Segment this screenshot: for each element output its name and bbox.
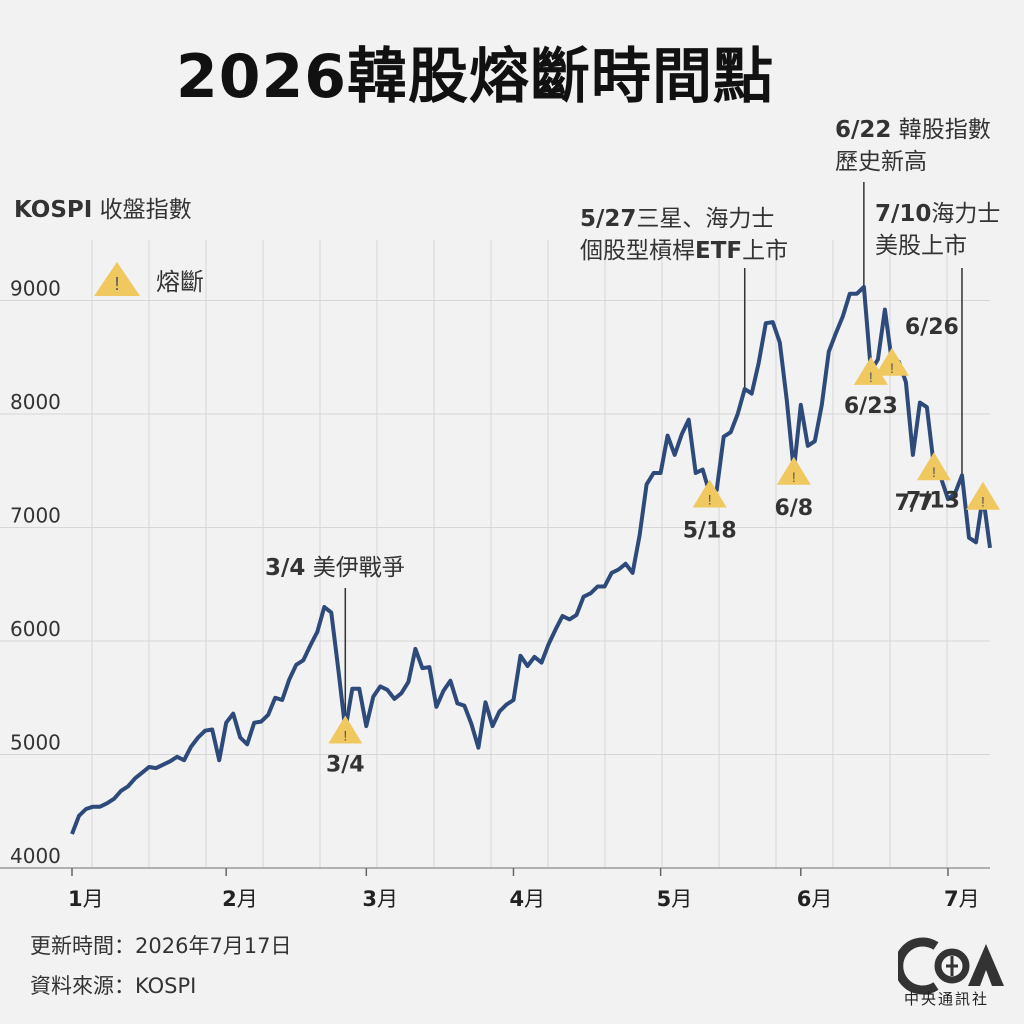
warning-triangle-icon — [874, 347, 909, 376]
warning-exclamation: ! — [708, 491, 712, 507]
warning-triangle-icon — [916, 452, 951, 481]
circuit-breaker-label: 6/26 — [905, 315, 959, 340]
x-tick-label: 1月 — [68, 887, 104, 911]
circuit-breaker-marker: ! — [916, 452, 951, 481]
y-tick-label: 8000 — [10, 390, 61, 414]
circuit-breaker-marker: ! — [853, 356, 888, 385]
x-tick-label: 4月 — [509, 887, 545, 911]
logo-text: 中央通訊社 — [904, 990, 990, 1008]
warning-exclamation: ! — [932, 464, 936, 480]
footer-updated: 更新時間：2026年7月17日 — [30, 934, 292, 958]
svg-text:!: ! — [114, 274, 119, 294]
circuit-breaker-label: 6/23 — [844, 394, 898, 419]
y-axis-label-text: 收盤指數 — [92, 197, 192, 223]
cna-logo — [898, 937, 1004, 995]
chart-title: 2026韓股熔斷時間點 — [176, 42, 774, 112]
annotation-text: 7/10海力士 — [875, 201, 1000, 227]
annotation-text-line2: 個股型槓桿ETF上市 — [580, 238, 788, 264]
annotation-text: 3/4 美伊戰爭 — [265, 555, 405, 581]
annotation-text-line2: 美股上市 — [875, 233, 967, 259]
warning-triangle-icon — [853, 356, 888, 385]
warning-triangle-icon — [776, 456, 811, 485]
warning-exclamation: ! — [981, 494, 985, 510]
x-tick-label: 5月 — [657, 887, 693, 911]
circuit-breaker-marker: ! — [692, 479, 727, 508]
warning-exclamation: ! — [343, 728, 347, 744]
warning-triangle-icon — [692, 479, 727, 508]
series-line-kospi — [70, 284, 992, 835]
warning-triangle-icon — [965, 481, 1000, 510]
warning-triangle-icon — [328, 715, 363, 744]
circuit-breaker-label: 3/4 — [326, 753, 365, 778]
circuit-breaker-marker: ! — [965, 481, 1000, 510]
y-axis-label: KOSPI 收盤指數 — [14, 190, 192, 224]
y-tick-label: 7000 — [10, 504, 61, 528]
legend-label: 熔斷 — [156, 267, 204, 296]
y-tick-label: 4000 — [10, 844, 61, 868]
annotation-text-line2: 歷史新高 — [835, 149, 927, 175]
warning-triangle-icon: ! — [94, 262, 140, 296]
annotation-text: 6/22 韓股指數 — [835, 117, 991, 143]
y-tick-label: 5000 — [10, 731, 61, 755]
x-tick-label: 6月 — [797, 887, 833, 911]
circuit-breaker-marker: ! — [328, 715, 363, 744]
annotation-text: 5/27三星、海力士 — [580, 206, 774, 232]
x-tick-label: 3月 — [362, 887, 398, 911]
footer-source: 資料來源：KOSPI — [30, 974, 197, 998]
y-tick-label: 6000 — [10, 617, 61, 641]
y-tick-label: 9000 — [10, 277, 61, 301]
x-tick-label: 7月 — [944, 887, 980, 911]
circuit-breaker-marker: ! — [874, 347, 909, 376]
warning-exclamation: ! — [890, 360, 894, 376]
y-axis-label-index: KOSPI — [14, 197, 93, 223]
circuit-breaker-label: 7/7 — [895, 491, 934, 516]
circuit-breaker-label: 5/18 — [683, 518, 737, 543]
circuit-breaker-label: 7/13 — [906, 489, 960, 514]
warning-exclamation: ! — [792, 469, 796, 485]
circuit-breaker-marker: ! — [776, 456, 811, 485]
circuit-breaker-label: 6/8 — [774, 496, 813, 521]
x-tick-label: 2月 — [222, 887, 258, 911]
warning-exclamation: ! — [869, 369, 873, 385]
legend: ! 熔斷 — [92, 260, 204, 298]
